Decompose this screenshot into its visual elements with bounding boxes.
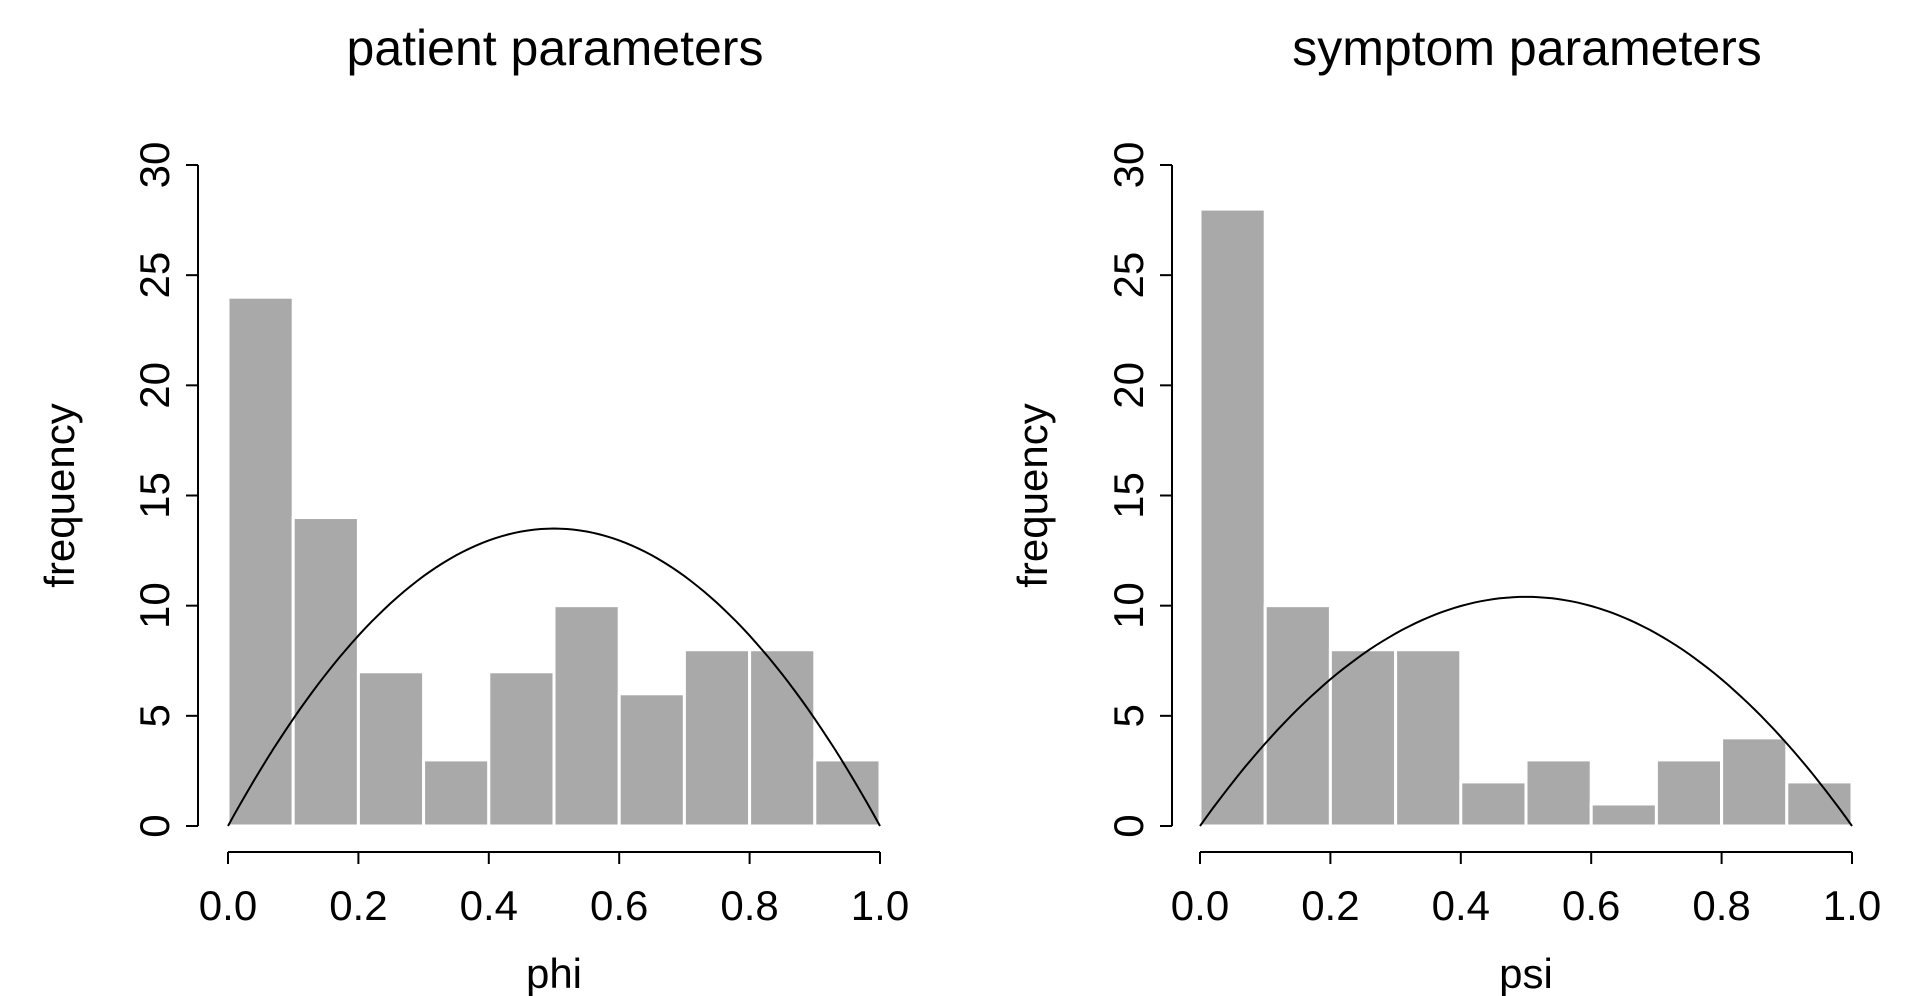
x-axis-label: phi [526,950,582,996]
x-tick-label: 0.2 [329,882,387,929]
x-tick-label: 0.4 [460,882,518,929]
y-tick-label: 5 [1105,704,1152,727]
y-tick-label: 25 [1105,252,1152,299]
y-tick-label: 20 [1105,362,1152,409]
y-axis-label: frequency [36,403,83,587]
histogram-bar [1785,780,1854,828]
y-tick-label: 0 [131,814,178,837]
y-tick-label: 30 [1105,142,1152,189]
histogram-bar [1328,648,1398,828]
symptom-parameters-panel: symptom parameters psi frequency 0 5 10 15 2… [1009,20,1881,996]
x-tick-label: 0.8 [720,882,778,929]
y-tick-label: 10 [1105,582,1152,629]
chart-title: symptom parameters [1292,20,1762,76]
histogram-bar [682,648,752,828]
histogram-bar [487,670,556,828]
x-tick-label: 0.8 [1692,882,1750,929]
x-tick-label: 0.6 [1562,882,1620,929]
chart-title: patient parameters [347,20,764,76]
histogram-bar [226,295,295,828]
y-tick-label: 10 [131,582,178,629]
histogram-bar [1654,758,1724,828]
histogram-bar [1589,802,1658,828]
histogram-bar [1720,736,1789,828]
histogram-bar [356,670,426,828]
histogram-bar [552,604,621,828]
x-tick-label: 0.0 [199,882,257,929]
x-tick-label: 1.0 [851,882,909,929]
y-tick-label: 0 [1105,814,1152,837]
y-tick-label: 15 [1105,472,1152,519]
x-tick-label: 0.0 [1171,882,1229,929]
y-axis-label: frequency [1009,403,1056,587]
patient-parameters-panel: patient parameters phi frequency 0 5 10 15 2… [36,20,909,996]
histogram-bar [1459,780,1528,828]
density-curve [1199,595,1853,827]
y-tick-label: 25 [131,252,178,299]
x-tick-label: 0.2 [1301,882,1359,929]
density-curve [227,527,881,827]
y-tick-label: 20 [131,362,178,409]
histogram-bar [617,692,686,828]
y-tick-label: 15 [131,472,178,519]
y-tick-label: 30 [131,142,178,189]
histogram-bar [1394,648,1463,828]
x-tick-label: 0.4 [1432,882,1490,929]
histogram-bar [1524,758,1593,828]
histogram-bar [748,648,817,828]
histogram-bar [1263,604,1332,828]
x-tick-label: 0.6 [590,882,648,929]
histogram-bar [422,758,491,828]
histogram-bar [1198,207,1267,828]
x-tick-label: 1.0 [1823,882,1881,929]
x-axis-label: psi [1499,950,1553,996]
histogram-bar [291,516,360,828]
y-tick-label: 5 [131,704,178,727]
